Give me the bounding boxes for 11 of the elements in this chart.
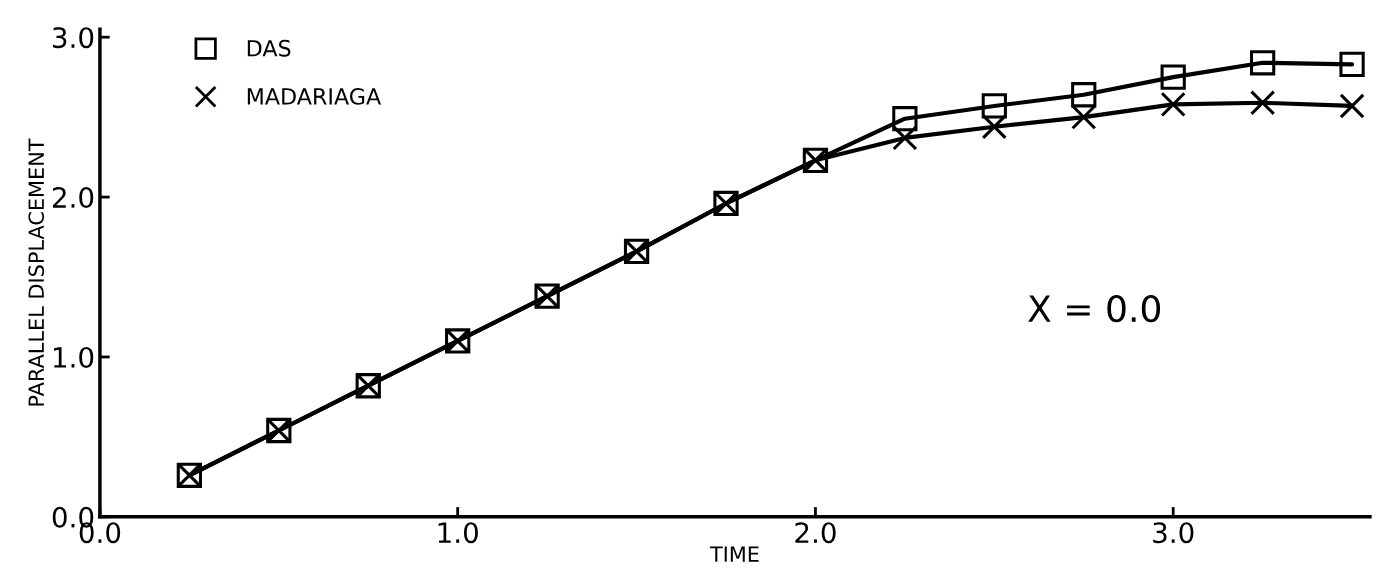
y-tick-label: 2.0 bbox=[52, 187, 94, 209]
y-tick-label: 3.0 bbox=[53, 27, 94, 49]
x-axis-title: TIME bbox=[709, 546, 759, 562]
legend-label: MADARIAGA bbox=[247, 88, 381, 105]
y-axis-title: PARALLEL DISPLACEMENT bbox=[28, 138, 45, 406]
y-tick-label: 1.0 bbox=[53, 346, 94, 368]
legend-label: DAS bbox=[247, 39, 291, 57]
x-tick-label: 2.0 bbox=[795, 522, 836, 544]
x-tick-label: 1.0 bbox=[438, 522, 478, 544]
x-tick-label: 3.0 bbox=[1153, 522, 1194, 544]
annotation: X = 0.0 bbox=[1028, 294, 1161, 323]
